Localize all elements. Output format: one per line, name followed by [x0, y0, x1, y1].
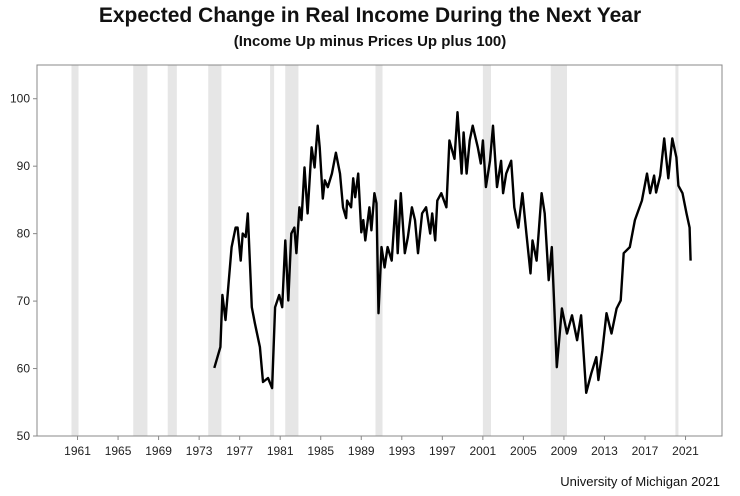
recession-band	[167, 65, 177, 436]
x-tick-label: 2017	[632, 444, 659, 458]
recession-band	[550, 65, 567, 436]
y-tick-label: 100	[10, 92, 30, 106]
x-tick-label: 2013	[591, 444, 618, 458]
x-tick-label: 1981	[267, 444, 294, 458]
x-tick-label: 2009	[551, 444, 578, 458]
x-tick-label: 1977	[226, 444, 253, 458]
x-tick-label: 1965	[105, 444, 132, 458]
recession-band	[208, 65, 222, 436]
y-tick-label: 90	[17, 159, 31, 173]
y-tick-label: 60	[17, 362, 31, 376]
y-tick-label: 50	[17, 429, 31, 443]
recession-band	[270, 65, 275, 436]
x-tick-label: 1997	[429, 444, 456, 458]
plot-frame	[36, 64, 723, 437]
recession-band	[675, 65, 679, 436]
y-tick-label: 80	[17, 227, 31, 241]
x-tick-label: 1973	[186, 444, 213, 458]
chart-title: Expected Change in Real Income During th…	[98, 4, 642, 27]
recession-band	[71, 65, 79, 436]
recession-band	[375, 65, 383, 436]
x-tick-label: 2021	[672, 444, 699, 458]
x-tick-label: 1961	[64, 444, 91, 458]
x-tick-label: 2005	[510, 444, 537, 458]
series-line	[213, 111, 692, 394]
x-tick-label: 1969	[145, 444, 172, 458]
chart-subtitle: (Income Up minus Prices Up plus 100)	[233, 33, 507, 50]
x-tick-label: 1989	[348, 444, 375, 458]
recession-band	[133, 65, 148, 436]
recession-band	[285, 65, 299, 436]
y-tick-label: 70	[17, 294, 31, 308]
x-tick-label: 1985	[307, 444, 334, 458]
source-note: University of Michigan 2021	[560, 474, 720, 489]
recession-band	[482, 65, 491, 436]
x-tick-label: 1993	[388, 444, 415, 458]
x-tick-label: 2001	[470, 444, 497, 458]
